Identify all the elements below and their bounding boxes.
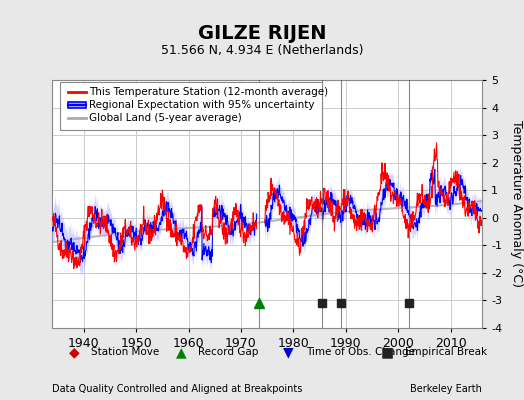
Text: Berkeley Earth: Berkeley Earth	[410, 384, 482, 394]
Y-axis label: Temperature Anomaly (°C): Temperature Anomaly (°C)	[510, 120, 523, 288]
Text: ▲: ▲	[176, 345, 187, 359]
Text: ■: ■	[381, 345, 394, 359]
Text: 51.566 N, 4.934 E (Netherlands): 51.566 N, 4.934 E (Netherlands)	[161, 44, 363, 57]
Text: This Temperature Station (12-month average): This Temperature Station (12-month avera…	[89, 87, 328, 97]
Text: ◆: ◆	[69, 345, 79, 359]
Text: Time of Obs. Change: Time of Obs. Change	[306, 347, 415, 357]
Text: Record Gap: Record Gap	[199, 347, 259, 357]
Text: ▼: ▼	[283, 345, 294, 359]
Text: Global Land (5-year average): Global Land (5-year average)	[89, 114, 242, 124]
Text: Empirical Break: Empirical Break	[405, 347, 487, 357]
Text: Data Quality Controlled and Aligned at Breakpoints: Data Quality Controlled and Aligned at B…	[52, 384, 303, 394]
Text: Station Move: Station Move	[91, 347, 159, 357]
Text: Regional Expectation with 95% uncertainty: Regional Expectation with 95% uncertaint…	[89, 100, 314, 110]
Text: GILZE RIJEN: GILZE RIJEN	[198, 24, 326, 43]
